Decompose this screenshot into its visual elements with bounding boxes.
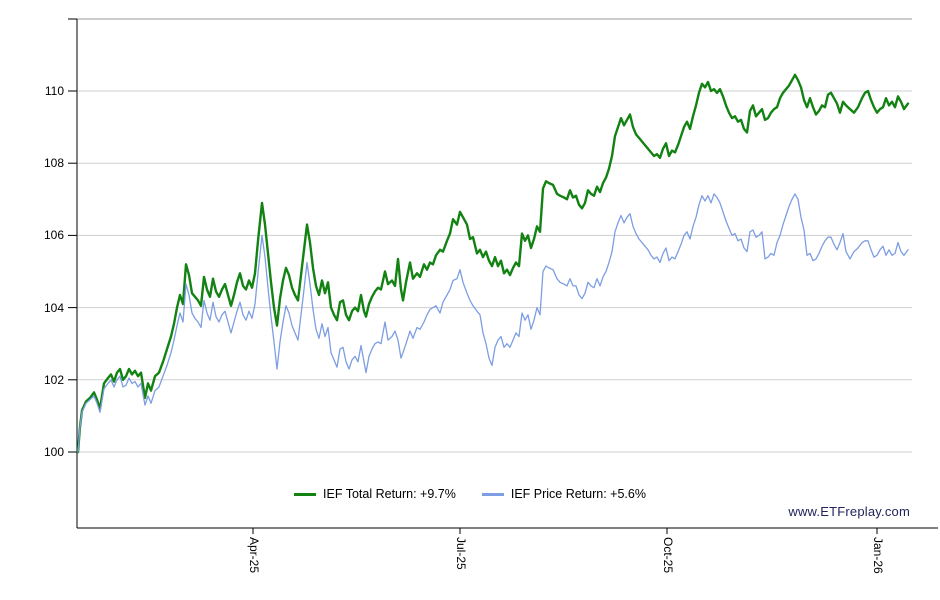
x-axis-label-Jan-26: Jan-26 <box>871 537 885 574</box>
etfreplay-watermark: www.ETFreplay.com <box>788 504 910 519</box>
price-return-line <box>77 193 909 453</box>
x-axis-label-Jul-25: Jul-25 <box>454 537 468 570</box>
y-axis-label-106: 106 <box>43 228 64 243</box>
total-return-line-swatch-icon <box>294 492 317 496</box>
x-axis-label-Apr-25: Apr-25 <box>247 537 261 574</box>
total-return-line <box>76 73 910 454</box>
y-axis-label-108: 108 <box>43 156 64 171</box>
price-return-line-swatch-icon <box>481 492 504 496</box>
chart-legend: IEF Total Return: +9.7% IEF Price Return… <box>0 487 940 501</box>
legend-item-total-return: IEF Total Return: +9.7% <box>294 487 456 501</box>
legend-label-price-return: IEF Price Return: +5.6% <box>510 487 646 501</box>
x-axis-label-Oct-25: Oct-25 <box>661 537 675 574</box>
y-axis-label-100: 100 <box>43 445 64 459</box>
legend-item-price-return: IEF Price Return: +5.6% <box>481 487 646 501</box>
y-axis-label-110: 110 <box>44 84 64 98</box>
y-axis-label-102: 102 <box>43 372 64 387</box>
legend-label-total-return: IEF Total Return: +9.7% <box>323 487 456 501</box>
y-axis-label-104: 104 <box>43 300 64 315</box>
